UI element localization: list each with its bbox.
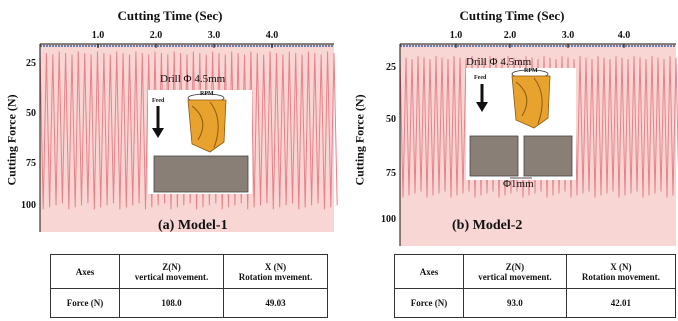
- x-tick-label: 2.0: [150, 30, 163, 41]
- y-tick-label: 75: [386, 168, 396, 179]
- y-tick-label: 25: [26, 58, 36, 69]
- x-tick-label: 1.0: [450, 30, 463, 41]
- workpiece-right: [523, 135, 573, 177]
- table-header-cell: Axes: [50, 254, 120, 289]
- panel-label: (a) Model-1: [158, 218, 228, 233]
- drill-illustration: [469, 69, 573, 179]
- y-tick-label: 50: [386, 114, 396, 125]
- table-header-row: Axes Z(N) vertical movement. X (N) Rotat…: [394, 254, 677, 289]
- x-tick-label: 3.0: [208, 30, 221, 41]
- x-tick-label: 3.0: [562, 30, 575, 41]
- table-header-cell: Z(N) vertical movement.: [119, 254, 224, 289]
- table-row: Force (N) 93.0 42.01: [394, 288, 677, 318]
- chart-panel-model-2: Cutting Time (Sec) 1.0 2.0 3.0 4.0 25 50 75 100…: [346, 0, 678, 321]
- y-tick-label: 100: [381, 214, 396, 225]
- table-cell: Force (N): [394, 288, 464, 318]
- panel-label: (b) Model-2: [452, 218, 523, 233]
- x-tick-label: 4.0: [618, 30, 631, 41]
- y-tick-label: 75: [26, 158, 36, 169]
- x-tick-label: 2.0: [504, 30, 517, 41]
- rpm-label: RPM: [200, 91, 214, 97]
- table-cell: 93.0: [463, 288, 567, 318]
- x-tick-label: 1.0: [92, 30, 105, 41]
- table-header-cell: Axes: [394, 254, 464, 289]
- y-axis-title: Cutting Force (N): [4, 94, 19, 186]
- x-axis-title: Cutting Time (Sec): [459, 8, 565, 23]
- drill-diameter-label: Drill Φ 4.5mm: [160, 73, 226, 85]
- y-axis-title: Cutting Force (N): [352, 94, 367, 186]
- table-cell: 49.03: [222, 288, 329, 318]
- table-row: Force (N) 108.0 49.03: [50, 288, 329, 318]
- table-header-cell: Z(N) vertical movement.: [463, 254, 567, 289]
- y-tick-label: 50: [26, 108, 36, 119]
- x-tick-label: 4.0: [266, 30, 279, 41]
- feed-label: Feed: [474, 75, 487, 81]
- y-tick-label: 100: [21, 200, 36, 211]
- workpiece-left: [469, 135, 519, 177]
- drill-inset: Feed RPM: [466, 68, 576, 180]
- force-table: Axes Z(N) vertical movement. X (N) Rotat…: [50, 254, 329, 318]
- drill-diameter-label: Drill Φ 4.5mm: [466, 56, 532, 68]
- y-tick-label: 25: [386, 62, 396, 73]
- drill-inset: Feed RPM: [148, 90, 252, 194]
- force-table: Axes Z(N) vertical movement. X (N) Rotat…: [394, 254, 677, 318]
- table-cell: 108.0: [119, 288, 224, 318]
- feed-label: Feed: [152, 98, 165, 104]
- table-header-row: Axes Z(N) vertical movement. X (N) Rotat…: [50, 254, 329, 289]
- rpm-label: RPM: [524, 68, 538, 74]
- workpiece: [153, 155, 249, 193]
- x-axis-title: Cutting Time (Sec): [117, 8, 223, 23]
- table-cell: Force (N): [50, 288, 120, 318]
- table-cell: 42.01: [565, 288, 677, 318]
- table-header-cell: X (N) Rotation movement.: [565, 254, 677, 289]
- table-header-cell: X (N) Rotation mvement.: [222, 254, 329, 289]
- gap-diameter-label: Φ1mm: [503, 178, 534, 190]
- drill-illustration: [152, 93, 249, 193]
- chart-panel-model-1: Cutting Time (Sec) 1.0 2.0 3.0 4.0 25 50 75 100…: [4, 0, 338, 321]
